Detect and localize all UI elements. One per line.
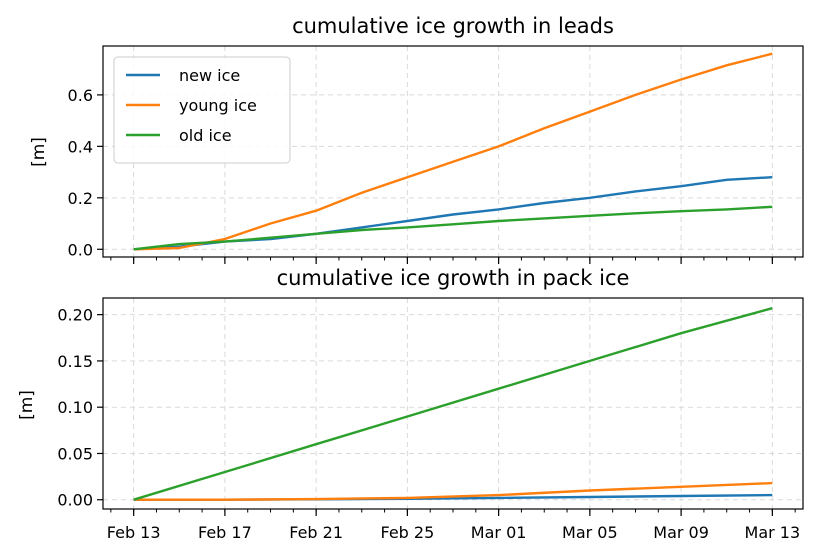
pack-ice-panel: cumulative ice growth in pack ice [m] 0.… — [17, 266, 804, 542]
y-tick-label: 0.15 — [57, 352, 93, 371]
legend-label: young ice — [179, 96, 257, 115]
chart-title: cumulative ice growth in leads — [292, 14, 614, 38]
y-tick-label: 0.0 — [68, 240, 93, 259]
y-tick-label: 0.10 — [57, 398, 93, 417]
series-line — [133, 52, 773, 251]
y-tick-label: 0.6 — [68, 86, 93, 105]
legend-box — [113, 56, 291, 164]
x-tick-label: Feb 13 — [107, 523, 161, 542]
y-axis-label: [m] — [29, 137, 49, 167]
chart-title: cumulative ice growth in pack ice — [277, 266, 630, 290]
series-line — [133, 307, 773, 501]
y-tick-label: 0.05 — [57, 444, 93, 463]
x-tick-label: Feb 21 — [289, 523, 343, 542]
y-tick-label: 0.00 — [57, 491, 93, 510]
x-tick-label: Mar 01 — [471, 523, 527, 542]
leads-panel: cumulative ice growth in leads [m] 0.0 0.… — [29, 14, 804, 264]
legend-label: new ice — [179, 66, 240, 85]
y-tick-label: 0.20 — [57, 306, 93, 325]
x-tick-label: Mar 09 — [653, 523, 709, 542]
legend-label: old ice — [179, 126, 232, 145]
x-tick-label: Feb 17 — [198, 523, 252, 542]
series-line — [133, 481, 773, 501]
y-axis-label: [m] — [17, 390, 37, 420]
y-tick-label: 0.4 — [68, 137, 93, 156]
series-line — [133, 205, 773, 251]
x-tick-label: Mar 13 — [745, 523, 801, 542]
x-tick-label: Mar 05 — [562, 523, 618, 542]
y-tick-label: 0.2 — [68, 189, 93, 208]
x-tick-label: Feb 25 — [380, 523, 434, 542]
